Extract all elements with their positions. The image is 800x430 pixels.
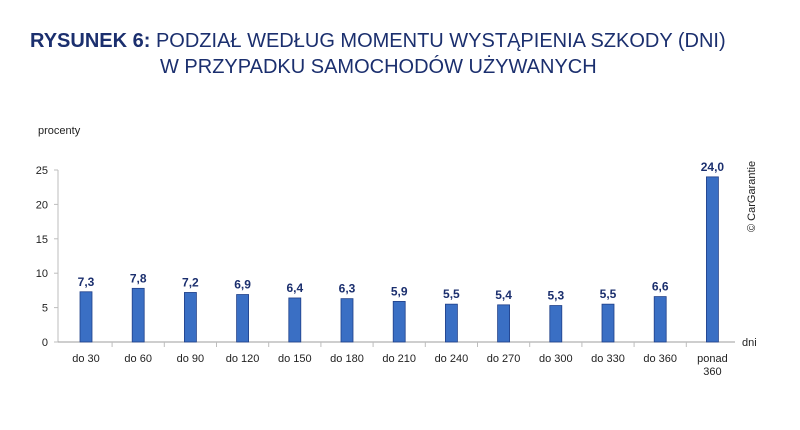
copyright-text: © CarGarantie [746,161,758,232]
bar-value-label: 5,3 [547,289,564,303]
bar [706,176,719,343]
bar [79,291,93,343]
x-tick-label: do 30 [72,353,100,365]
bar [236,294,250,343]
y-tick-label: 15 [36,234,48,246]
chart-title: RYSUNEK 6: PODZIAŁ WEDŁUG MOMENTU WYSTĄP… [30,28,770,80]
x-tick-label: do 90 [177,353,205,365]
x-tick-label: do 150 [278,353,312,365]
x-tick-label: do 240 [435,353,469,365]
bar [131,287,145,343]
x-tick-label: do 180 [330,353,364,365]
y-tick-label: 10 [36,268,48,280]
x-tick-label: do 300 [539,353,573,365]
bar-value-label: 5,9 [391,284,408,298]
bar [497,304,511,343]
x-tick-label: do 330 [591,353,625,365]
y-tick-label: 25 [36,165,48,177]
x-tick-label: do 270 [487,353,521,365]
bar-value-label: 5,4 [495,288,512,302]
y-tick-label: 5 [42,303,48,315]
bar [392,301,406,343]
y-tick-label: 20 [36,199,48,211]
bar [340,298,354,343]
title-prefix: RYSUNEK 6: [30,30,151,52]
title-line-1-text: PODZIAŁ WEDŁUG MOMENTU WYSTĄPIENIA SZKOD… [155,30,726,52]
bar-value-label: 5,5 [443,287,460,301]
y-tick-label: 0 [42,337,48,349]
bar-value-label: 6,4 [286,281,303,295]
bar [653,296,667,343]
x-tick-label: ponad 360 [697,353,728,378]
y-ticks: 0 5 10 15 20 25 [36,165,58,349]
x-tick-labels: do 30 do 60 do 90 do 120 do 150 do 180 do 210 d… [72,342,728,378]
bar [601,303,615,343]
bar-value-label: 6,6 [652,280,669,294]
bar-value-label: 7,2 [182,275,199,289]
title-line-1: RYSUNEK 6: PODZIAŁ WEDŁUG MOMENTU WYSTĄP… [30,28,770,54]
x-tick-label: do 60 [124,353,152,365]
bar [288,297,302,343]
bar [549,305,563,343]
bar-value-label: 6,3 [339,282,356,296]
bar-value-label: 24,0 [701,160,725,174]
title-line-2: W PRZYPADKU SAMOCHODÓW UŻYWANYCH [160,56,597,78]
bar [444,303,458,343]
bar-value-label: 6,9 [234,278,251,292]
x-tick-label: do 120 [226,353,260,365]
x-axis-label: dni [742,337,757,349]
bar-value-label: 7,8 [130,271,147,285]
bars-group: 7,3 7,8 7,2 6,9 6,4 6,3 5,9 5,5 5,4 5,3 5,5 6,6 24,0 [78,160,725,343]
bar [183,292,197,343]
x-tick-label: do 360 [643,353,677,365]
y-axis-label: procenty [38,125,81,137]
x-tick-label: do 210 [382,353,416,365]
bar-value-label: 7,3 [78,275,95,289]
bar-value-label: 5,5 [600,287,617,301]
